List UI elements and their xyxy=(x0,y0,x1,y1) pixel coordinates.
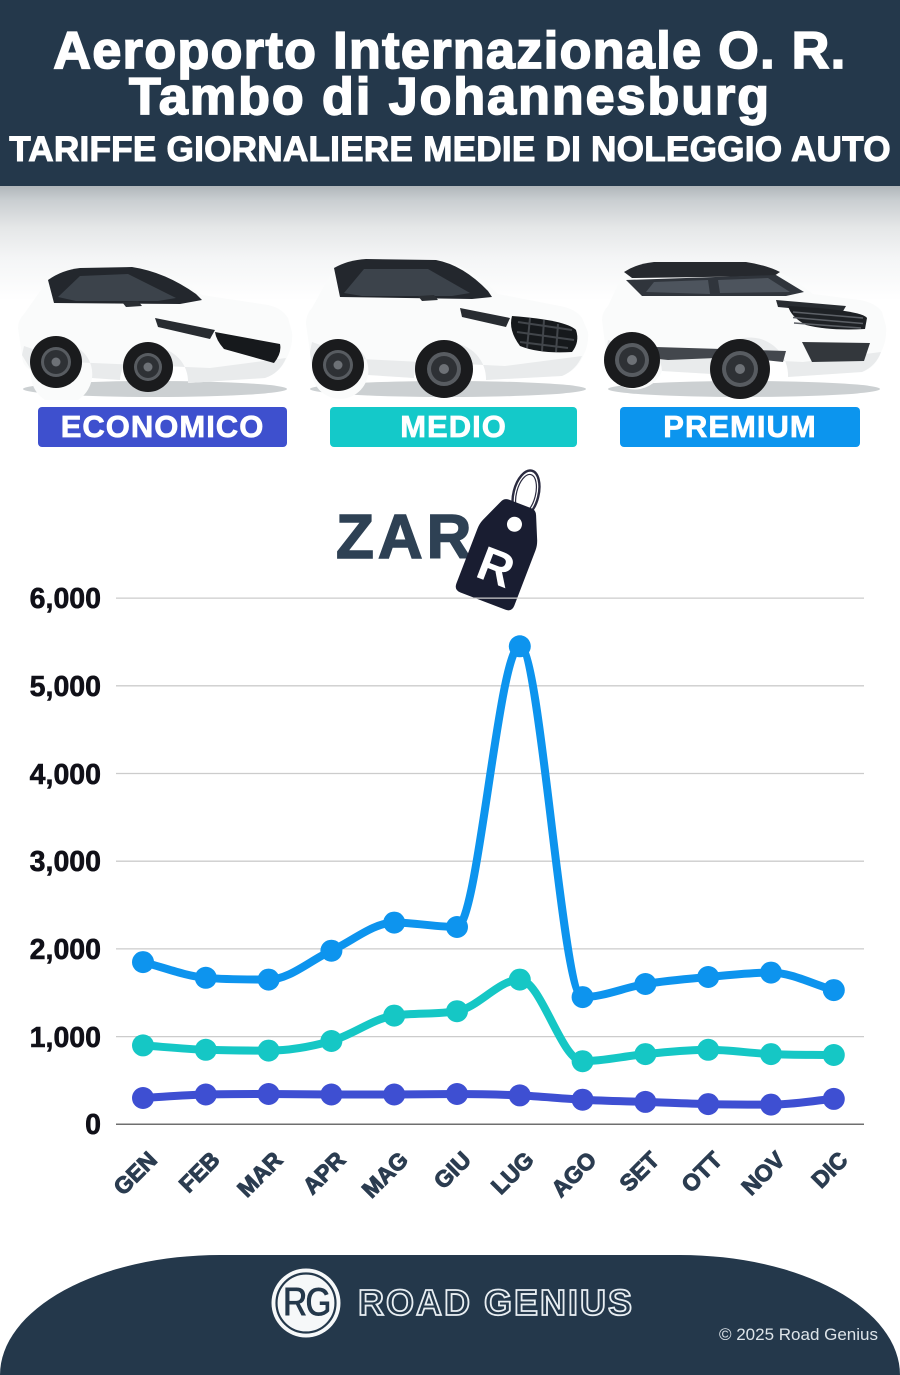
svg-text:GIU: GIU xyxy=(429,1146,476,1193)
svg-text:FEB: FEB xyxy=(174,1146,225,1197)
svg-text:RG: RG xyxy=(283,1279,331,1326)
svg-text:OTT: OTT xyxy=(676,1146,727,1197)
svg-text:DIC: DIC xyxy=(806,1146,852,1192)
svg-text:APR: APR xyxy=(298,1146,351,1199)
svg-text:2,000: 2,000 xyxy=(30,934,101,966)
svg-text:MAR: MAR xyxy=(232,1146,288,1202)
svg-text:0: 0 xyxy=(85,1109,101,1141)
svg-text:MAG: MAG xyxy=(357,1146,413,1202)
svg-text:LUG: LUG xyxy=(486,1146,539,1199)
svg-text:GEN: GEN xyxy=(108,1146,162,1200)
svg-text:3,000: 3,000 xyxy=(30,846,101,878)
svg-text:5,000: 5,000 xyxy=(30,671,101,703)
svg-text:6,000: 6,000 xyxy=(30,583,101,615)
svg-text:NOV: NOV xyxy=(736,1146,790,1200)
svg-text:© 2025 Road Genius: © 2025 Road Genius xyxy=(719,1325,878,1344)
svg-text:ROAD GENIUS: ROAD GENIUS xyxy=(358,1282,634,1323)
svg-text:SET: SET xyxy=(614,1146,664,1196)
svg-text:4,000: 4,000 xyxy=(30,759,101,791)
svg-text:AGO: AGO xyxy=(546,1146,601,1201)
svg-text:1,000: 1,000 xyxy=(30,1022,101,1054)
